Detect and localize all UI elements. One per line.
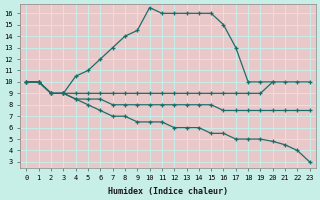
X-axis label: Humidex (Indice chaleur): Humidex (Indice chaleur) [108,187,228,196]
